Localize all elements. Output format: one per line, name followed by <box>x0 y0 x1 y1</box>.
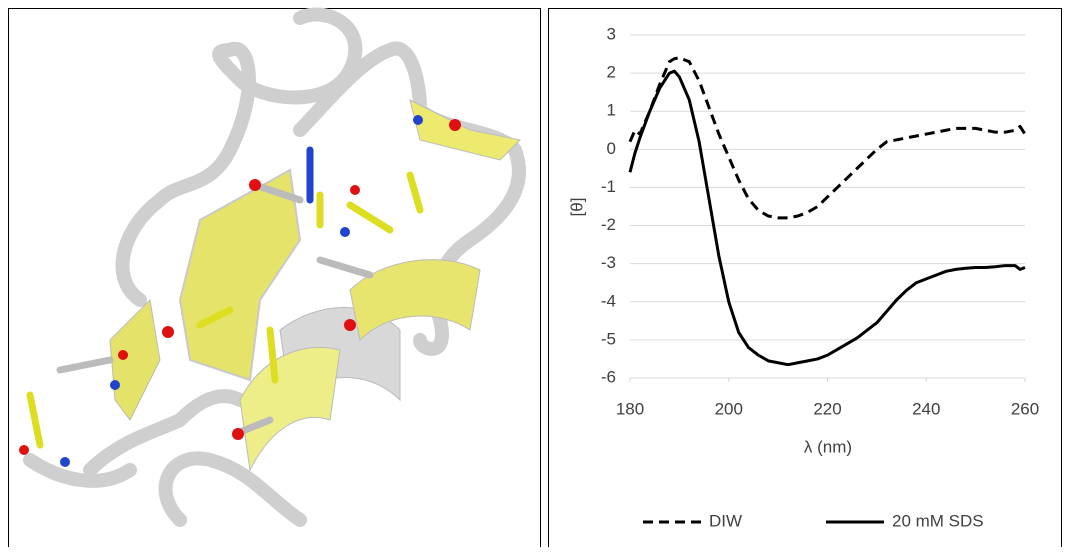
nitrogen <box>110 380 120 390</box>
panel-frame <box>548 8 1062 549</box>
oxygen <box>344 319 356 331</box>
oxygen <box>350 185 360 195</box>
y-tick-label: -2 <box>601 215 616 234</box>
stick <box>266 326 279 384</box>
y-tick-label: 2 <box>607 63 616 82</box>
atoms <box>19 115 461 467</box>
oxygen <box>19 445 29 455</box>
oxygen <box>449 119 461 131</box>
stick <box>26 391 44 449</box>
x-axis-label: λ (nm) <box>804 437 852 456</box>
oxygen <box>162 326 174 338</box>
nitrogen <box>413 115 423 125</box>
stick <box>316 256 374 279</box>
stick <box>251 181 304 204</box>
x-tick-label: 260 <box>1011 399 1039 418</box>
data-line <box>628 69 1026 367</box>
helix <box>349 259 481 342</box>
y-tick-label: -1 <box>601 177 616 196</box>
stick <box>56 356 114 374</box>
beta-strand <box>109 298 161 421</box>
oxygen <box>249 179 261 191</box>
stick <box>236 416 274 436</box>
x-tick-label: 240 <box>912 399 940 418</box>
x-tick-label: 180 <box>616 399 644 418</box>
legend-label: DIW <box>709 511 742 530</box>
x-tick-label: 200 <box>715 399 743 418</box>
y-tick-label: -6 <box>601 367 616 386</box>
coil-segment <box>83 389 247 477</box>
y-tick-label: -3 <box>601 253 616 272</box>
coil-segment <box>158 451 307 527</box>
y-tick-label: 3 <box>607 24 616 43</box>
y-tick-label: 0 <box>607 139 616 158</box>
oxygen <box>232 428 244 440</box>
nitrogen <box>60 457 70 467</box>
side-chains <box>26 146 424 449</box>
coil-segment <box>293 41 526 356</box>
y-tick-label: -5 <box>601 329 616 348</box>
protein-structure <box>8 7 541 549</box>
y-tick-label: 1 <box>607 101 616 120</box>
data-line <box>628 56 1027 220</box>
stick <box>346 201 394 234</box>
chart: -6 -5 -4 -3 -2 -1 0 1 2 3 180 200 220 240 260 DIW 20 mM … <box>601 24 1039 530</box>
nitrogen <box>340 227 350 237</box>
y-tick-label: -4 <box>601 291 616 310</box>
legend-label: 20 mM SDS <box>892 511 984 530</box>
stick <box>196 306 234 329</box>
helix <box>239 346 341 472</box>
y-axis-label: [θ] <box>567 198 586 217</box>
coil <box>23 7 526 527</box>
coil-segment <box>23 453 137 488</box>
stick <box>406 171 424 214</box>
oxygen <box>118 350 128 360</box>
beta-sheet <box>178 168 302 382</box>
x-tick-label: 220 <box>813 399 841 418</box>
